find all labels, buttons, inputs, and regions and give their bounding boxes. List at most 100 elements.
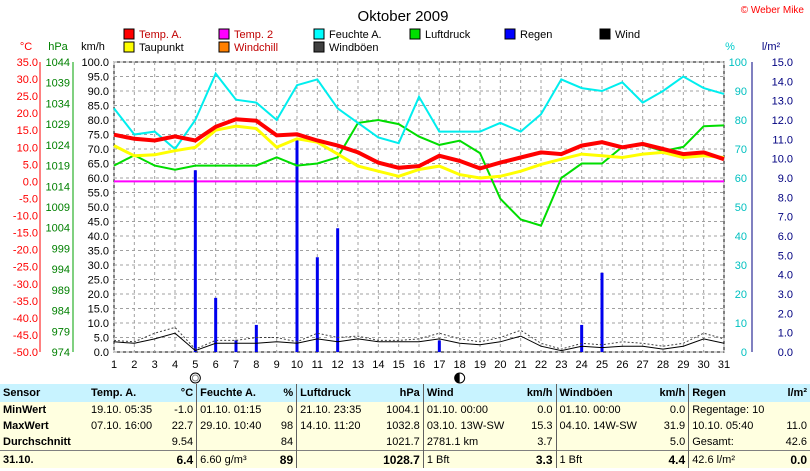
hdr-gust: Windböen [556,384,652,402]
legend-swatch [218,41,230,53]
tick-temp: -40.0 [13,313,38,325]
tick-temp: 20.0 [17,108,38,120]
legend-swatch [123,28,135,40]
tick-humidity: 80 [735,115,747,127]
tick-x: 12 [332,359,344,371]
tick-wind: 60.0 [88,173,109,185]
tick-pressure: 994 [52,264,70,276]
tick-humidity: 70 [735,144,747,156]
hum-value: 89 [273,450,298,468]
tick-x: 28 [657,359,669,371]
tick-rain: 14.0 [772,76,793,88]
gust-time: 1 Bft [556,450,652,468]
hdr-temp-unit: °C [164,384,198,402]
tick-humidity: 60 [735,173,747,185]
gust-value: 31.9 [651,418,690,434]
tick-pressure: 989 [52,285,70,297]
tick-pressure: 1039 [46,78,70,90]
wind-time: 2781.1 km [423,434,520,451]
legend-swatch [504,28,516,40]
tick-x: 19 [474,359,486,371]
press-value: 1032.8 [373,418,424,434]
tick-wind: 95.0 [88,72,109,84]
tick-x: 10 [291,359,303,371]
full-moon-inner [191,374,199,382]
gust-time: 04.10. 14W-SW [556,418,652,434]
row-label: Durchschnitt [0,434,88,451]
hum-value: 84 [273,434,298,451]
tick-rain: 9.0 [778,173,793,185]
tick-temp: -30.0 [13,279,38,291]
series-wind [113,332,725,352]
tick-x: 24 [576,359,588,371]
stats-header-row: Sensor Temp. A. °C Feuchte A. % Luftdruc… [0,384,810,402]
rain-value: 0.0 [778,450,810,468]
legend-label: Windböen [329,42,379,54]
tick-rain: 1.0 [778,328,793,340]
axis-label-rain: l/m² [762,41,781,53]
hdr-hum-unit: % [273,384,298,402]
tick-x: 4 [172,359,178,371]
tick-rain: 6.0 [778,231,793,243]
hdr-hum: Feuchte A. [196,384,274,402]
tick-x: 29 [677,359,689,371]
row-label: 31.10. [0,450,88,468]
tick-temp: -15.0 [13,228,38,240]
legend-label: Luftdruck [425,29,471,41]
tick-wind: 70.0 [88,144,109,156]
wind-value: 0.0 [519,402,557,418]
gust-time: 01.10. 00:00 [556,402,652,418]
tick-wind: 0.0 [94,347,109,359]
tick-pressure: 1034 [46,98,70,110]
rain-value [778,402,810,418]
tick-temp: 15.0 [17,125,38,137]
legend-label: Temp. A. [139,29,182,41]
tick-wind: 35.0 [88,246,109,258]
tick-wind: 100.0 [81,57,109,69]
rain-value: 11.0 [778,418,810,434]
tick-x: 18 [454,359,466,371]
stats-row-current: 31.10. 6.4 6.60 g/m³ 89 1028.7 1 Bft 3.3… [0,450,810,468]
press-time: 14.10. 11:20 [296,418,374,434]
tick-x: 25 [596,359,608,371]
tick-pressure: 999 [52,243,70,255]
rain-text: Regentage: 10 [688,402,779,418]
wind-time: 01.10. 00:00 [423,402,520,418]
tick-rain: 3.0 [778,289,793,301]
hum-time: 29.10. 10:40 [196,418,274,434]
tick-temp: -35.0 [13,296,38,308]
legend-label: Temp. 2 [234,29,273,41]
tick-x: 8 [253,359,259,371]
tick-x: 15 [393,359,405,371]
hdr-rain-unit: l/m² [778,384,810,402]
hdr-temp: Temp. A. [88,384,165,402]
row-label: MinWert [0,402,88,418]
tick-humidity: 40 [735,231,747,243]
tick-temp: 25.0 [17,91,38,103]
tick-wind: 5.0 [94,333,109,345]
tick-x: 27 [637,359,649,371]
gust-value: 4.4 [651,450,690,468]
rain-value: 42.6 [778,434,810,451]
tick-x: 14 [372,359,384,371]
tick-x: 2 [131,359,137,371]
series-dewpoint [113,124,725,180]
tick-x: 3 [152,359,158,371]
legend-swatch [123,41,135,53]
tick-temp: 5.0 [23,159,38,171]
press-time: 21.10. 23:35 [296,402,374,418]
tick-humidity: 50 [735,202,747,214]
press-value: 1021.7 [373,434,424,451]
tick-temp: 10.0 [17,142,38,154]
tick-wind: 55.0 [88,188,109,200]
tick-humidity: 100 [729,57,747,69]
hum-time: 6.60 g/m³ [196,450,274,468]
tick-humidity: 10 [735,318,747,330]
press-value: 1004.1 [373,402,424,418]
hum-value: 0 [273,402,298,418]
tick-x: 9 [274,359,280,371]
legend-swatch [218,28,230,40]
temp-time [88,450,165,468]
tick-x: 30 [698,359,710,371]
